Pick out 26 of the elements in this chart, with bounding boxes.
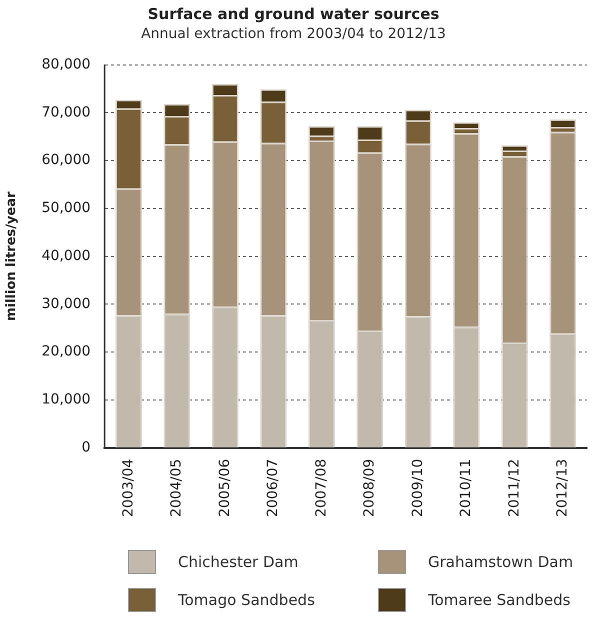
legend-label: Chichester Dam — [178, 553, 298, 571]
y-tick-label: 0 — [82, 439, 91, 456]
y-tick-label: 30,000 — [42, 296, 91, 312]
x-tick-label: 2009/10 — [410, 458, 426, 518]
y-tick-label: 50,000 — [42, 200, 91, 216]
y-tick-label: 10,000 — [42, 392, 91, 408]
x-tick-label: 2003/04 — [120, 458, 136, 518]
chart-title: Surface and ground water sources — [148, 4, 440, 23]
x-tick-label: 2010/11 — [458, 458, 474, 518]
x-tick-label: 2012/13 — [554, 458, 571, 518]
x-tick-label: 2004/05 — [168, 458, 185, 518]
x-tick-label: 2007/08 — [313, 458, 330, 518]
x-tick-label: 2006/07 — [265, 458, 282, 518]
y-tick-label: 70,000 — [42, 104, 91, 120]
legend-label: Tomaree Sandbeds — [428, 591, 570, 609]
legend-label: Grahamstown Dam — [428, 553, 574, 571]
y-tick-label: 60,000 — [42, 152, 91, 168]
y-axis-title: million litres/year — [4, 191, 20, 322]
y-tick-label: 40,000 — [42, 248, 91, 264]
x-tick-label: 2011/12 — [506, 458, 522, 518]
chart-subtitle: Annual extraction from 2003/04 to 2012/13 — [141, 26, 446, 42]
x-tick-label: 2008/09 — [362, 458, 378, 518]
legend-label: Tomago Sandbeds — [178, 591, 315, 609]
x-tick-label: 2005/06 — [216, 458, 233, 518]
y-tick-label: 80,000 — [42, 56, 91, 72]
y-tick-label: 20,000 — [42, 344, 91, 360]
